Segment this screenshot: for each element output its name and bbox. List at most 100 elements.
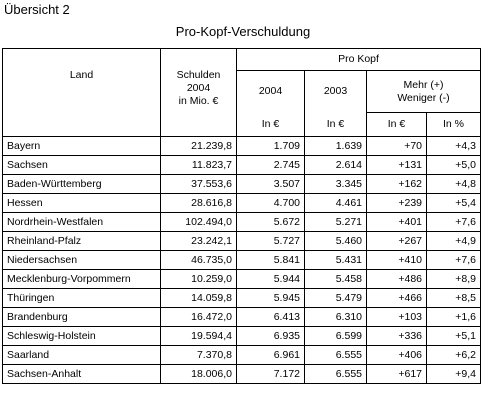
cell-pct: +9,4 (426, 364, 481, 384)
cell-pct: +4,9 (426, 231, 481, 251)
cell-pk2004: 3.507 (236, 174, 305, 194)
table-row: Niedersachsen 46.735,0 5.841 5.431 +410 +7,6 (2, 250, 481, 270)
cell-schulden: 7.370,8 (160, 345, 237, 365)
table-row: Baden-Württemberg 37.553,6 3.507 3.345 +162 +… (2, 174, 481, 194)
cell-land: Brandenburg (2, 307, 161, 327)
header-2004: 2004 (236, 70, 305, 113)
cell-schulden: 102.494,0 (160, 212, 237, 232)
cell-pk2004: 1.709 (236, 136, 305, 156)
cell-schulden: 28.616,8 (160, 193, 237, 213)
cell-pct: +5,1 (426, 326, 481, 346)
table-row: Rheinland-Pfalz 23.242,1 5.727 5.460 +267 +4,… (2, 231, 481, 251)
cell-land: Rheinland-Pfalz (2, 231, 161, 251)
cell-land: Saarland (2, 345, 161, 365)
header-schulden-line3: in Mio. € (178, 95, 219, 107)
cell-schulden: 14.059,8 (160, 288, 237, 308)
unit-2004: In € (236, 112, 305, 137)
cell-pk2003: 5.460 (304, 231, 367, 251)
cell-pct: +4,3 (426, 136, 481, 156)
header-change: Mehr (+) Weniger (-) (366, 70, 481, 113)
table-row: Thüringen 14.059,8 5.945 5.479 +466 +8,5 (2, 288, 481, 308)
cell-pk2004: 4.700 (236, 193, 305, 213)
cell-abs: +103 (366, 307, 427, 327)
cell-abs: +131 (366, 155, 427, 175)
cell-abs: +239 (366, 193, 427, 213)
cell-pk2004: 5.945 (236, 288, 305, 308)
cell-pk2003: 5.458 (304, 269, 367, 289)
cell-abs: +336 (366, 326, 427, 346)
cell-pk2004: 6.961 (236, 345, 305, 365)
cell-land: Mecklenburg-Vorpommern (2, 269, 161, 289)
cell-land: Niedersachsen (2, 250, 161, 270)
cell-pk2003: 1.639 (304, 136, 367, 156)
cell-pk2004: 6.413 (236, 307, 305, 327)
cell-abs: +162 (366, 174, 427, 194)
debt-table: Land Schulden 2004 in Mio. € Pro Kopf 20… (2, 48, 481, 384)
cell-pct: +7,6 (426, 212, 481, 232)
cell-schulden: 18.006,0 (160, 364, 237, 384)
cell-pk2003: 6.599 (304, 326, 367, 346)
cell-pk2004: 5.727 (236, 231, 305, 251)
cell-abs: +267 (366, 231, 427, 251)
cell-schulden: 11.823,7 (160, 155, 237, 175)
cell-pk2003: 4.461 (304, 193, 367, 213)
cell-pct: +5,0 (426, 155, 481, 175)
cell-schulden: 16.472,0 (160, 307, 237, 327)
unit-change-abs: In € (366, 112, 427, 137)
cell-pk2003: 5.431 (304, 250, 367, 270)
cell-land: Sachsen (2, 155, 161, 175)
cell-abs: +617 (366, 364, 427, 384)
cell-schulden: 19.594,4 (160, 326, 237, 346)
cell-pk2003: 6.310 (304, 307, 367, 327)
cell-land: Sachsen-Anhalt (2, 364, 161, 384)
cell-pct: +1,6 (426, 307, 481, 327)
table-row: Bayern 21.239,8 1.709 1.639 +70 +4,3 (2, 136, 481, 156)
cell-land: Baden-Württemberg (2, 174, 161, 194)
header-schulden: Schulden 2004 in Mio. € (160, 48, 237, 137)
table-row: Sachsen 11.823,7 2.745 2.614 +131 +5,0 (2, 155, 481, 175)
table-row: Brandenburg 16.472,0 6.413 6.310 +103 +1,6 (2, 307, 481, 327)
cell-pk2003: 5.479 (304, 288, 367, 308)
cell-abs: +466 (366, 288, 427, 308)
header-2003: 2003 (304, 70, 367, 113)
cell-pk2003: 3.345 (304, 174, 367, 194)
table-row: Nordrhein-Westfalen 102.494,0 5.672 5.271 +4… (2, 212, 481, 232)
table-row: Mecklenburg-Vorpommern 10.259,0 5.944 5.458… (2, 269, 481, 289)
cell-land: Nordrhein-Westfalen (2, 212, 161, 232)
header-change-line2: Weniger (-) (397, 91, 450, 104)
cell-pk2003: 6.555 (304, 345, 367, 365)
cell-pk2004: 6.935 (236, 326, 305, 346)
header-pro-kopf: Pro Kopf (236, 48, 481, 71)
cell-schulden: 10.259,0 (160, 269, 237, 289)
cell-pk2004: 2.745 (236, 155, 305, 175)
cell-land: Thüringen (2, 288, 161, 308)
cell-schulden: 23.242,1 (160, 231, 237, 251)
header-land: Land (2, 48, 161, 137)
table-row: Hessen 28.616,8 4.700 4.461 +239 +5,4 (2, 193, 481, 213)
cell-pct: +4,8 (426, 174, 481, 194)
cell-pk2004: 5.672 (236, 212, 305, 232)
cell-schulden: 21.239,8 (160, 136, 237, 156)
cell-abs: +70 (366, 136, 427, 156)
unit-change-pct: In % (426, 112, 481, 137)
cell-pct: +8,9 (426, 269, 481, 289)
cell-pct: +7,6 (426, 250, 481, 270)
cell-land: Hessen (2, 193, 161, 213)
cell-pct: +5,4 (426, 193, 481, 213)
table-row: Sachsen-Anhalt 18.006,0 7.172 6.555 +617 +9,4 (2, 364, 481, 384)
cell-abs: +401 (366, 212, 427, 232)
cell-pk2003: 5.271 (304, 212, 367, 232)
cell-land: Schleswig-Holstein (2, 326, 161, 346)
table-row: Saarland 7.370,8 6.961 6.555 +406 +6,2 (2, 345, 481, 365)
cell-schulden: 37.553,6 (160, 174, 237, 194)
header-schulden-line2: 2004 (186, 82, 211, 94)
unit-2003: In € (304, 112, 367, 137)
header-schulden-line1: Schulden (176, 69, 221, 81)
table-title: Pro-Kopf-Verschuldung (175, 24, 311, 39)
cell-abs: +410 (366, 250, 427, 270)
header-change-line1: Mehr (+) (403, 78, 444, 91)
table-row: Schleswig-Holstein 19.594,4 6.935 6.599 +336… (2, 326, 481, 346)
caption: Übersicht 2 (4, 2, 70, 17)
cell-land: Bayern (2, 136, 161, 156)
cell-pk2004: 5.944 (236, 269, 305, 289)
